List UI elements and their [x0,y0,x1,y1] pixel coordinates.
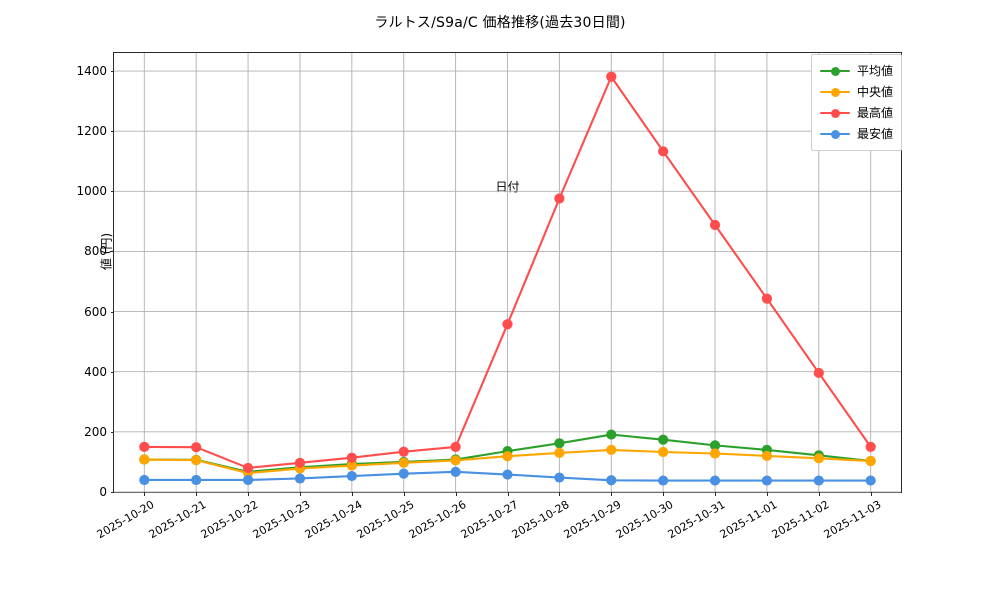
x-tick-mark [403,492,405,496]
chart-title: ラルトス/S9a/C 価格推移(過去30日間) [374,15,626,31]
x-tick-label: 2025-11-02 [769,498,832,542]
x-tick-mark [818,492,820,496]
y-tick-label: 1200 [76,124,107,139]
x-tick-mark [507,492,509,496]
x-tick-mark [455,492,457,496]
legend-label: 中央値 [856,85,893,99]
x-tick-mark [663,492,665,496]
x-tick-label: 2025-11-03 [821,498,884,542]
x-tick-mark [715,492,717,496]
y-tick-mark [110,131,114,133]
x-tick-label: 2025-10-22 [198,498,261,542]
y-tick-mark [110,371,114,373]
y-tick-label: 1400 [76,64,107,79]
y-tick-label: 800 [84,244,107,259]
x-tick-mark [351,492,353,496]
x-tick-label: 2025-11-01 [717,498,780,542]
y-tick-mark [110,71,114,73]
y-tick-mark [110,191,114,193]
plot-area: 値 (円) 日付 0 200 400 600 800 1000 1200 1400 2025-… [76,52,902,541]
legend-label: 最安値 [856,127,893,141]
legend-label: 最高値 [856,106,893,120]
x-tick-label: 2025-10-20 [94,498,157,542]
legend-item[interactable]: 中央値 [819,81,893,102]
x-tick-mark [559,492,561,496]
x-tick-label: 2025-10-27 [458,498,520,542]
y-tick-label: 0 [99,485,107,499]
x-tick-label: 2025-10-23 [250,498,313,542]
x-tick-mark [144,492,146,496]
x-tick-label: 2025-10-28 [510,498,572,542]
legend-item[interactable]: 最高値 [819,102,893,123]
x-tick-mark [766,492,768,496]
x-tick-mark [870,492,872,496]
x-tick-label: 2025-10-26 [406,498,469,542]
legend-marker-icon [819,85,850,99]
y-tick-label: 600 [84,304,107,319]
chart-legend: 平均値中央値最高値最安値 [810,54,902,151]
legend-label: 平均値 [856,64,893,78]
y-tick-label: 1000 [76,184,107,199]
x-tick-label: 2025-10-21 [146,498,209,542]
x-tick-mark [611,492,613,496]
x-tick-label: 2025-10-31 [665,498,728,542]
x-tick-label: 2025-10-24 [302,498,365,542]
legend-item[interactable]: 平均値 [819,60,893,81]
y-tick-mark [110,251,114,253]
y-tick-mark [110,492,114,493]
x-tick-mark [196,492,198,496]
y-tick-label: 200 [84,424,107,439]
x-tick-mark [299,492,301,496]
legend-marker-icon [819,127,850,141]
legend-marker-icon [819,64,850,78]
x-tick-label: 2025-10-25 [354,498,417,542]
legend-item[interactable]: 最安値 [819,123,893,144]
y-tick-mark [110,311,114,313]
y-tick-label: 400 [84,364,107,379]
legend-marker-icon [819,106,850,120]
y-tick-mark [110,431,114,433]
x-tick-label: 2025-10-30 [613,498,676,542]
x-tick-label: 2025-10-29 [561,498,624,542]
series-layer [139,71,876,486]
x-tick-mark [248,492,250,496]
